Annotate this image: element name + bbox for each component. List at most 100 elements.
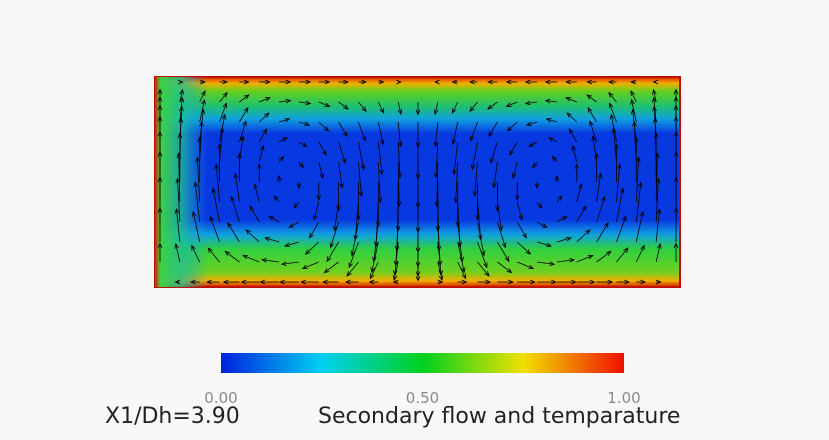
vector-head bbox=[305, 79, 312, 85]
vector-head bbox=[591, 135, 596, 142]
vector bbox=[298, 141, 308, 147]
vector-head bbox=[189, 279, 196, 285]
vector bbox=[281, 261, 299, 265]
vector-head bbox=[300, 279, 306, 285]
vector-head bbox=[342, 131, 348, 138]
vector-head bbox=[624, 279, 630, 285]
vector bbox=[528, 141, 538, 147]
vector-head bbox=[495, 205, 500, 212]
vector bbox=[259, 97, 271, 103]
vector-head bbox=[197, 136, 203, 143]
vector bbox=[338, 161, 343, 188]
vector bbox=[616, 188, 624, 223]
vector-head bbox=[487, 104, 493, 110]
vector bbox=[354, 201, 359, 240]
vector-head bbox=[673, 242, 679, 249]
vector-head bbox=[174, 242, 179, 249]
vector-head bbox=[284, 118, 291, 123]
vector-head bbox=[461, 273, 467, 280]
vector bbox=[616, 216, 627, 243]
vector-head bbox=[324, 102, 331, 107]
vector-head bbox=[191, 210, 197, 217]
vector-head bbox=[522, 232, 527, 239]
vector-head bbox=[587, 254, 594, 260]
vector bbox=[318, 161, 324, 179]
vector-head bbox=[336, 205, 341, 212]
vector bbox=[457, 241, 465, 273]
vector-head bbox=[548, 137, 555, 142]
vector-head bbox=[541, 223, 548, 228]
vector-head bbox=[653, 132, 659, 138]
vector bbox=[178, 153, 181, 203]
vector-head bbox=[574, 163, 580, 169]
vector bbox=[576, 205, 587, 223]
vector bbox=[556, 259, 575, 263]
vector bbox=[471, 141, 478, 170]
vector-head bbox=[524, 100, 531, 106]
vector-head bbox=[608, 91, 614, 98]
vector bbox=[397, 121, 402, 147]
vector bbox=[212, 188, 220, 223]
vector-head bbox=[344, 279, 351, 285]
vector bbox=[568, 128, 578, 143]
vector bbox=[587, 107, 597, 123]
vector-head bbox=[245, 229, 251, 235]
vector bbox=[313, 201, 320, 220]
vector-head bbox=[657, 242, 662, 249]
vector bbox=[258, 128, 268, 143]
vector bbox=[298, 161, 304, 168]
vector-head bbox=[221, 113, 227, 120]
vector-head bbox=[652, 88, 657, 95]
vector-head bbox=[561, 216, 568, 221]
vector bbox=[358, 161, 362, 197]
vector-head bbox=[545, 242, 552, 248]
vector-head bbox=[329, 242, 335, 249]
vector bbox=[525, 101, 538, 104]
vector-head bbox=[525, 249, 532, 255]
vector-head bbox=[233, 172, 239, 179]
vector bbox=[596, 251, 612, 263]
vector-head bbox=[193, 181, 198, 188]
vector bbox=[477, 241, 488, 268]
vector-head bbox=[565, 97, 572, 102]
vector bbox=[273, 195, 280, 203]
vector-head bbox=[654, 152, 660, 159]
vector-head bbox=[304, 121, 311, 126]
colorbar-tick-label: 0.00 bbox=[204, 389, 237, 407]
vector-head bbox=[673, 150, 679, 157]
vector bbox=[238, 136, 244, 163]
vector-head bbox=[157, 88, 163, 95]
vector-head bbox=[397, 109, 403, 116]
vector-head bbox=[505, 102, 512, 107]
vector-head bbox=[217, 143, 222, 150]
vector-head bbox=[673, 176, 679, 183]
vector bbox=[302, 261, 319, 269]
vector bbox=[278, 118, 290, 123]
vector-head bbox=[206, 279, 212, 285]
vector bbox=[536, 221, 547, 228]
vector-head bbox=[587, 106, 593, 113]
vector bbox=[586, 94, 597, 103]
vector-head bbox=[243, 79, 250, 85]
vector bbox=[653, 97, 657, 123]
vector-head bbox=[630, 79, 636, 85]
vector-head bbox=[554, 174, 560, 181]
vector bbox=[324, 261, 339, 273]
vector-head bbox=[268, 216, 275, 221]
vector-head bbox=[379, 169, 384, 176]
vector-head bbox=[285, 79, 292, 85]
vector-head bbox=[157, 206, 163, 213]
vector-head bbox=[485, 279, 492, 285]
vector bbox=[176, 208, 181, 243]
vector-head bbox=[191, 244, 196, 251]
vector-head bbox=[157, 176, 163, 183]
vector-head bbox=[378, 79, 385, 85]
vector bbox=[469, 101, 478, 112]
vector-head bbox=[222, 279, 229, 285]
vector-head bbox=[673, 88, 679, 95]
vector-head bbox=[601, 195, 606, 202]
vector-head bbox=[415, 109, 421, 116]
vector-head bbox=[285, 98, 292, 104]
vector-head bbox=[651, 96, 657, 103]
vector bbox=[572, 145, 578, 163]
